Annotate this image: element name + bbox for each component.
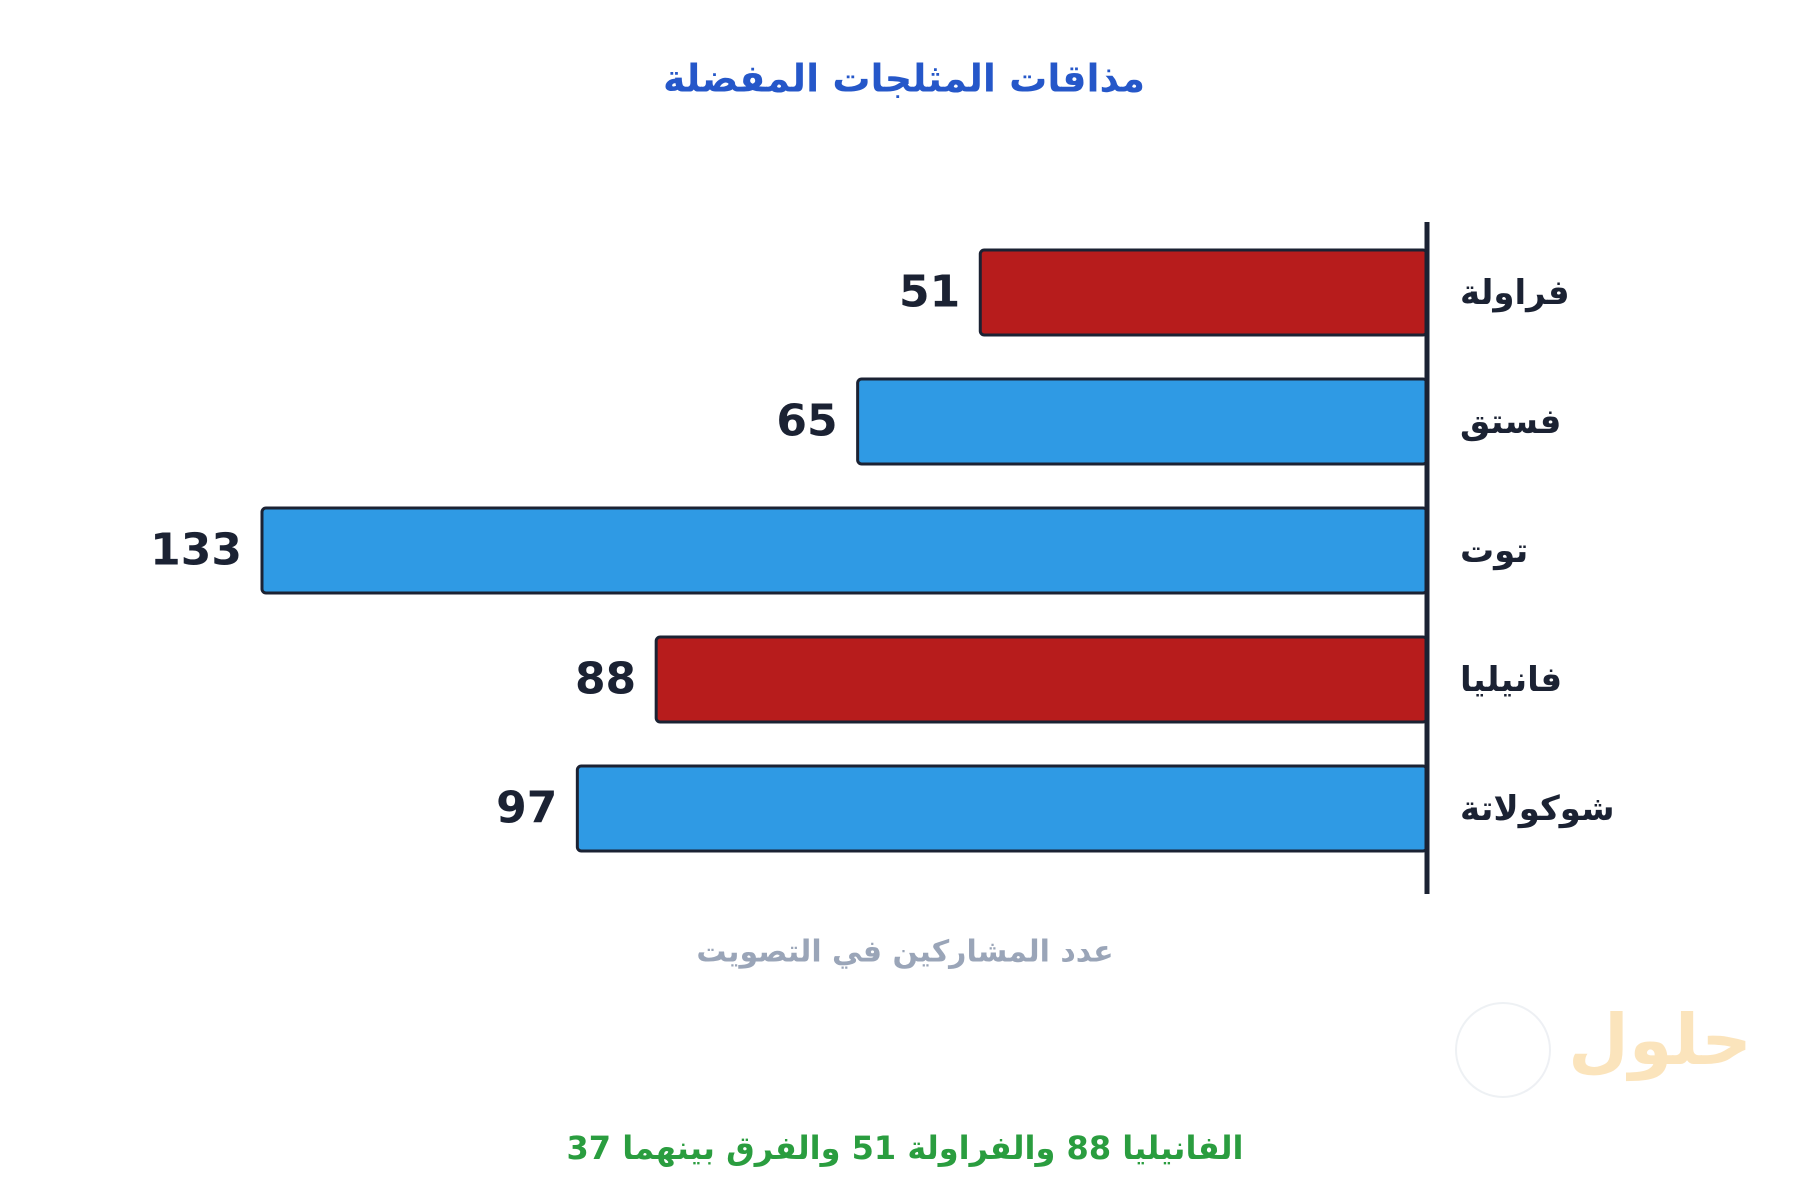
value-label: 51 [899, 267, 960, 318]
value-label: 88 [575, 654, 636, 705]
bar [654, 635, 1429, 724]
y-tick-label: توت [1460, 531, 1528, 571]
value-label: 133 [150, 525, 242, 576]
y-tick-label: فستق [1460, 402, 1561, 442]
y-tick-label: فانيليا [1460, 660, 1562, 700]
watermark-circle [1455, 1002, 1551, 1098]
bar [856, 377, 1429, 466]
value-label: 97 [496, 783, 557, 834]
chart-title: مذاقات المثلجات المفضلة [663, 57, 1145, 101]
annotation: الفانيليا 88 والفراولة 51 والفرق بينهما … [567, 1129, 1244, 1167]
watermark-text: حلول [1568, 999, 1752, 1081]
watermark-logo: حلول [1455, 999, 1752, 1098]
bar [978, 248, 1429, 337]
y-tick-label: شوكولاتة [1460, 789, 1615, 829]
value-label: 65 [776, 396, 837, 447]
y-tick-label: فراولة [1460, 273, 1570, 313]
x-axis-label: عدد المشاركين في التصويت [696, 935, 1113, 970]
bar [575, 764, 1429, 853]
bar [260, 506, 1429, 595]
